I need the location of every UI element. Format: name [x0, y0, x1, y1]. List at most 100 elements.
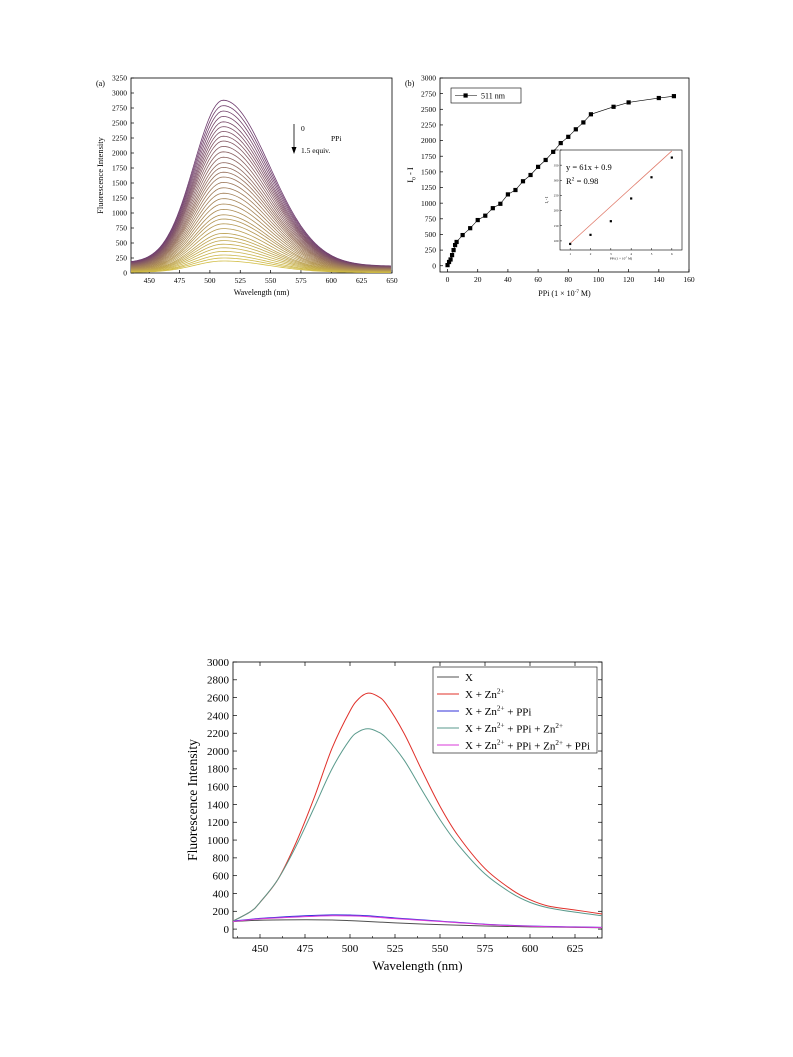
- inset-y-label: I₀ - I: [545, 196, 549, 203]
- inset-x-tick-label: 1: [569, 252, 571, 256]
- spectrum-curve: [130, 166, 391, 270]
- y-tick-label: 2250: [112, 134, 127, 143]
- y-tick-label: 250: [425, 246, 437, 255]
- data-point: [535, 164, 541, 169]
- inset-y-tick-label: 250: [554, 194, 559, 198]
- y-tick-label: 2400: [207, 710, 230, 722]
- y-tick-label: 0: [224, 924, 230, 936]
- x-tick-label: 625: [356, 276, 368, 285]
- data-point: [468, 226, 473, 231]
- data-point: [573, 127, 578, 132]
- y-tick-label: 400: [213, 888, 230, 900]
- chart-c: 450 475 500 525 550 575 600 625 0 200 400 600 800 100…: [185, 657, 603, 973]
- y-axis-label: Fluorescence Intensity: [185, 739, 200, 861]
- legend-label: X + Zn2+ + PPi + Zn2+: [465, 722, 563, 736]
- x-tick-label: 500: [204, 276, 216, 285]
- y-tick-label: 3000: [207, 657, 230, 669]
- x-tick-label: 600: [522, 943, 539, 955]
- series-curve: [232, 728, 603, 922]
- x-tick-label: 450: [252, 943, 269, 955]
- x-tick-label: 20: [474, 275, 482, 284]
- inset-x-tick-label: 2: [590, 252, 592, 256]
- data-point: [460, 232, 465, 238]
- data-point: [451, 247, 456, 253]
- inset-data-point: [630, 197, 633, 200]
- x-tick-label: 500: [342, 943, 359, 955]
- inset-y-tick-label: 100: [554, 239, 559, 243]
- data-point: [588, 112, 594, 117]
- x-axis-label: Wavelength (nm): [234, 288, 290, 297]
- panel-label-b: (b): [405, 79, 415, 88]
- annotation-arrowhead: [291, 147, 297, 154]
- chart-a: 450 475 500 525 550 575 600 625 650 0 250 500 750 100…: [95, 74, 398, 297]
- inset-fit-line: [569, 150, 673, 244]
- y-tick-label: 1500: [112, 179, 127, 188]
- data-point: [671, 94, 677, 99]
- y-tick-label: 1500: [421, 167, 436, 176]
- series-curve: [232, 915, 603, 928]
- x-tick-label: 100: [593, 275, 605, 284]
- legend-marker: [463, 93, 468, 98]
- y-tick-label: 2600: [207, 692, 230, 704]
- data-point: [581, 120, 586, 125]
- y-tick-label: 0: [123, 269, 127, 278]
- y-tick-label: 1250: [112, 194, 127, 203]
- y-tick-label: 1400: [207, 799, 230, 811]
- x-tick-label: 160: [683, 275, 695, 284]
- y-tick-label: 2200: [207, 728, 230, 740]
- data-point: [475, 217, 480, 223]
- annotation-start: 0: [301, 124, 305, 133]
- y-tick-label: 3000: [421, 74, 436, 83]
- x-tick-label: 650: [386, 276, 398, 285]
- data-point: [448, 257, 453, 262]
- x-tick-label: 575: [295, 276, 307, 285]
- inset-x-tick-label: 3: [610, 252, 612, 256]
- x-tick-label: 525: [235, 276, 247, 285]
- data-point: [483, 213, 488, 218]
- x-tick-label: 120: [623, 275, 635, 284]
- y-tick-label: 500: [116, 239, 128, 248]
- legend-label: 511 nm: [481, 92, 506, 101]
- legend-label: X + Zn2+ + PPi: [465, 705, 531, 719]
- data-point: [498, 201, 503, 206]
- y-tick-label: 800: [213, 853, 230, 865]
- plot-frame: [439, 77, 690, 273]
- x-tick-label: 575: [477, 943, 494, 955]
- annotation-species: PPi: [331, 134, 341, 143]
- data-point: [454, 239, 459, 245]
- series-curve: [232, 919, 603, 929]
- data-point: [520, 179, 526, 184]
- y-tick-label: 1000: [112, 209, 127, 218]
- x-tick-label: 625: [567, 943, 584, 955]
- panel-label-a: (a): [96, 79, 105, 88]
- x-tick-label: 140: [653, 275, 665, 284]
- y-tick-label: 1200: [207, 817, 230, 829]
- x-tick-label: 0: [446, 275, 450, 284]
- y-tick-label: 2000: [112, 149, 127, 158]
- inset-data-point: [589, 233, 592, 236]
- y-tick-label: 1750: [421, 152, 436, 161]
- inset-y-tick-label: 200: [554, 209, 559, 213]
- data-point: [505, 192, 511, 197]
- y-tick-label: 1250: [421, 183, 436, 192]
- inset-data-point: [670, 156, 673, 159]
- y-axis-label: I0 - I: [405, 167, 418, 183]
- y-tick-label: 0: [432, 261, 436, 270]
- data-point: [656, 95, 661, 101]
- inset-data-point: [650, 176, 653, 179]
- inset-y-tick-label: 300: [554, 178, 559, 182]
- y-tick-label: 200: [213, 906, 230, 918]
- inset-x-tick-label: 5: [651, 252, 653, 256]
- plot-frame: [130, 77, 393, 274]
- y-tick-label: 500: [425, 230, 437, 239]
- y-tick-label: 2750: [112, 104, 127, 113]
- y-tick-label: 1000: [421, 199, 436, 208]
- data-point: [490, 206, 495, 211]
- legend-label: X + Zn2+ + PPi + Zn2+ + PPi: [465, 739, 590, 753]
- y-axis-label-group: I0 - I: [405, 167, 418, 183]
- y-tick-label: 2500: [112, 119, 127, 128]
- x-tick-label: 450: [144, 276, 156, 285]
- inset-y-tick-label: 350: [554, 163, 559, 167]
- y-tick-label: 750: [425, 214, 437, 223]
- inset-equation: y = 61x + 0.9: [566, 162, 612, 172]
